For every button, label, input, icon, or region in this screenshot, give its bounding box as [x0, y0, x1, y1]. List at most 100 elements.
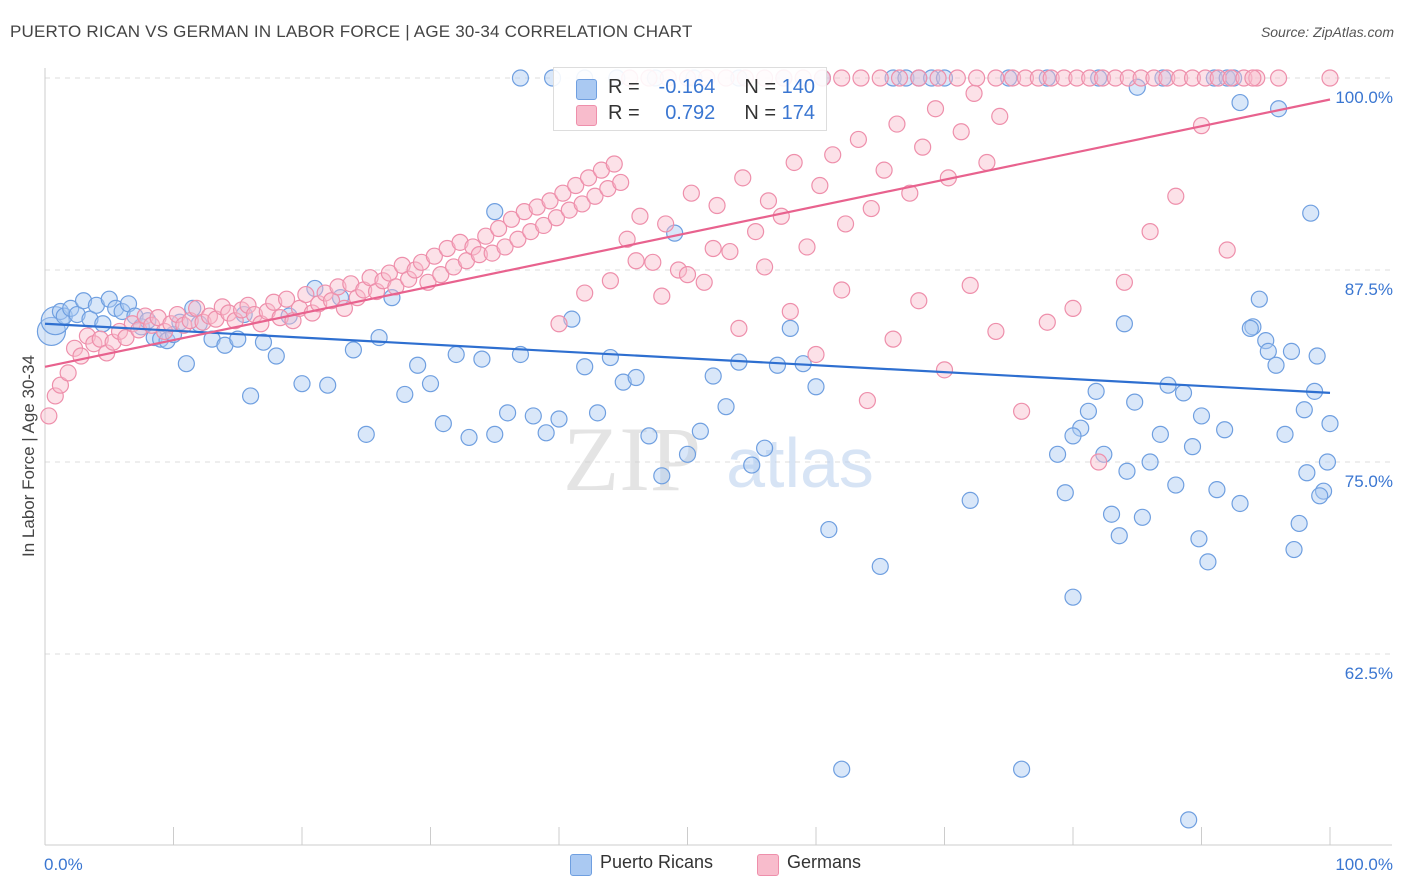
puerto-rican-point — [1056, 484, 1074, 502]
german-point — [1090, 453, 1108, 471]
german-point — [682, 184, 700, 202]
puerto-rican-point — [68, 305, 86, 324]
german-point — [1235, 69, 1253, 87]
german-point — [547, 209, 566, 227]
german-point — [380, 264, 398, 282]
german-point — [534, 216, 553, 235]
german-point — [755, 258, 774, 276]
puerto-rican-point — [357, 425, 375, 443]
german-point — [1209, 69, 1227, 87]
german-point — [1222, 69, 1240, 87]
german-point — [862, 199, 880, 218]
german-point — [759, 192, 778, 210]
german-point — [708, 196, 726, 215]
puerto-rican-point — [434, 415, 452, 433]
puerto-rican-point — [691, 422, 709, 440]
puerto-rican-point — [576, 358, 594, 376]
x-tick-label-end: 100.0% — [1335, 855, 1393, 874]
german-point — [618, 230, 636, 248]
german-point — [836, 215, 855, 233]
puerto-rican-point — [421, 375, 440, 393]
german-point — [852, 69, 870, 87]
puerto-rican-point — [511, 69, 530, 87]
puerto-rican-point — [1141, 453, 1159, 471]
puerto-rican-point — [588, 404, 607, 422]
german-point — [59, 364, 77, 382]
german-point — [798, 238, 816, 256]
puerto-rican-trend-line — [44, 322, 1331, 394]
puerto-rican-point — [1250, 290, 1268, 308]
german-point — [807, 345, 825, 364]
german-point — [704, 239, 722, 258]
puerto-rican-point — [1257, 332, 1275, 350]
puerto-rican-point — [486, 425, 504, 443]
puerto-rican-point — [1241, 319, 1259, 337]
german-point — [162, 315, 180, 333]
puerto-rican-point — [1205, 69, 1223, 87]
bottom-legend-swatch-blue — [570, 854, 592, 876]
german-point — [277, 290, 296, 308]
german-point — [1167, 187, 1185, 205]
german-point — [329, 278, 347, 296]
german-point — [987, 69, 1005, 87]
german-point — [265, 293, 283, 311]
german-point — [833, 281, 851, 299]
german-point — [567, 176, 585, 195]
german-point — [554, 184, 572, 202]
puerto-rican-point — [94, 315, 112, 333]
puerto-rican-point — [1174, 384, 1193, 402]
german-point — [1132, 69, 1150, 87]
german-point — [502, 210, 521, 228]
german-point — [367, 282, 386, 301]
german-point — [1158, 69, 1176, 87]
german-point — [1106, 69, 1125, 87]
puerto-rican-point — [1126, 393, 1144, 411]
puerto-rican-point — [1000, 69, 1018, 87]
puerto-rican-point — [1308, 347, 1326, 365]
puerto-rican-point — [447, 345, 465, 364]
puerto-rican-point — [1208, 481, 1226, 499]
watermark-atlas: atlas — [726, 424, 874, 502]
puerto-rican-point — [40, 306, 70, 336]
puerto-rican-point — [1302, 204, 1320, 222]
german-point — [871, 69, 889, 87]
german-point — [935, 361, 954, 379]
german-point — [653, 287, 671, 305]
legend-r-label: R = — [608, 76, 640, 98]
german-point — [104, 333, 122, 351]
german-point — [929, 69, 947, 87]
trend-lines — [44, 98, 1331, 394]
puerto-rican-point — [1133, 508, 1151, 526]
puerto-rican-point — [1038, 69, 1056, 87]
puerto-rican-point — [1090, 69, 1108, 87]
y-tick-label: 62.5% — [1345, 664, 1393, 683]
puerto-rican-point — [62, 299, 80, 317]
puerto-rican-point — [1102, 505, 1121, 523]
puerto-rican-point — [1311, 487, 1329, 505]
puerto-rican-point — [1290, 514, 1308, 533]
german-point — [721, 242, 739, 261]
puerto-rican-point — [370, 328, 388, 347]
puerto-rican-point — [1295, 401, 1313, 419]
german-point — [910, 292, 928, 310]
german-point — [858, 391, 877, 410]
german-point — [470, 246, 488, 264]
puerto-rican-point — [717, 398, 735, 416]
german-point — [1055, 69, 1073, 87]
german-point — [849, 130, 868, 149]
german-point — [72, 347, 90, 365]
axis-labels: 100.0% 87.5% 75.0% 62.5% 0.0% 100.0% — [44, 88, 1393, 874]
german-point — [811, 176, 829, 195]
puerto-rican-point — [1183, 438, 1202, 456]
puerto-rican-point — [923, 69, 941, 87]
german-point — [297, 285, 315, 304]
german-point — [772, 207, 790, 225]
german-point — [669, 261, 688, 279]
german-point — [910, 69, 928, 87]
german-point — [46, 387, 64, 405]
german-point — [310, 295, 328, 313]
puerto-rican-point — [1199, 553, 1217, 571]
puerto-rican-point — [267, 347, 285, 365]
german-point — [393, 256, 411, 274]
